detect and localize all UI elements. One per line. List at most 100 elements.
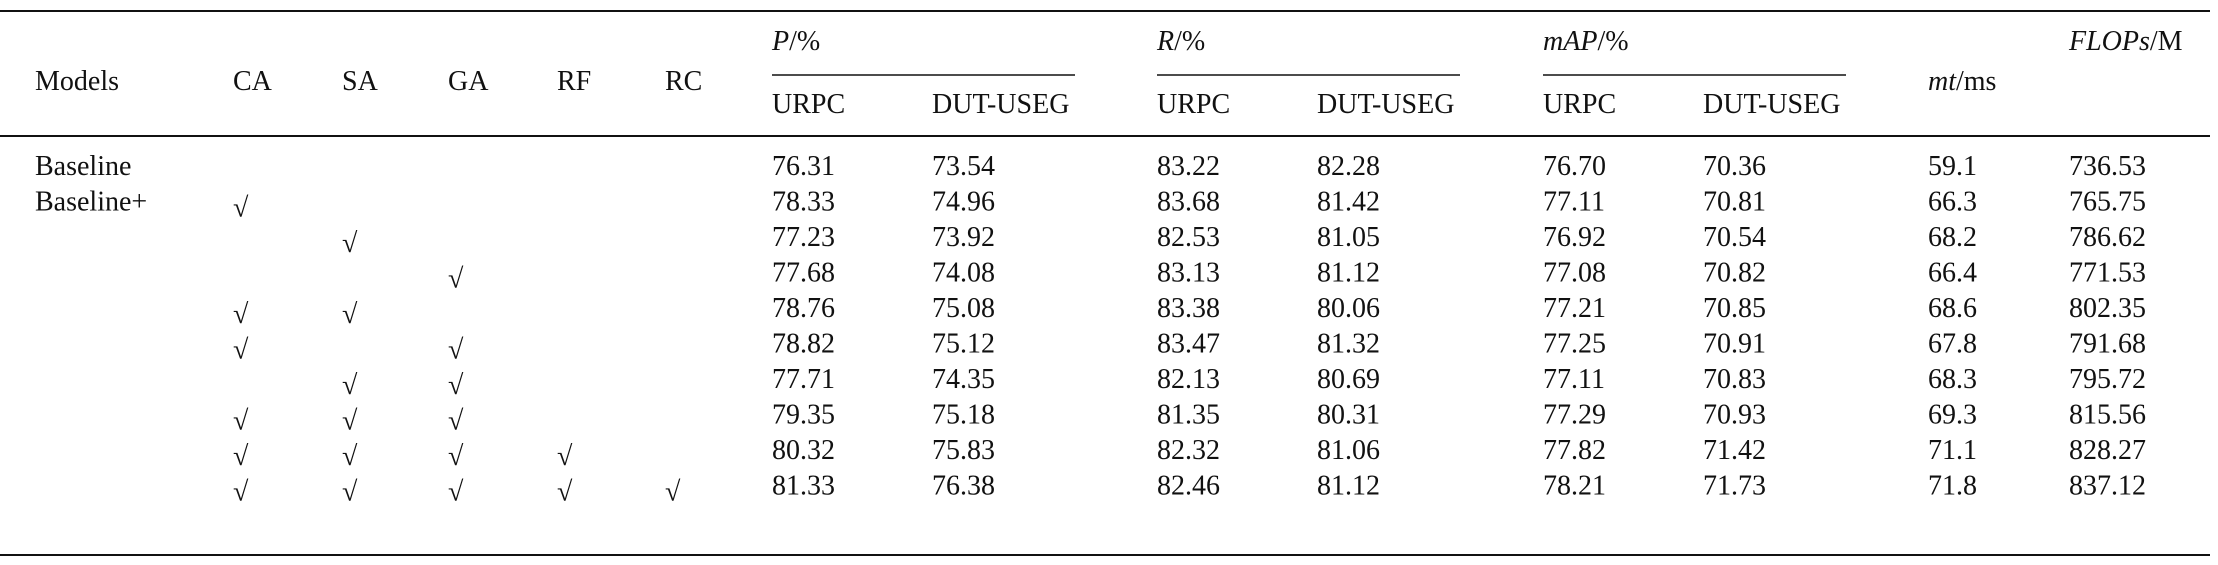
metric-cell: 68.6 [1928, 293, 1977, 324]
subcolumn-header: DUT-USEG [1317, 89, 1454, 120]
metric-cell: 82.46 [1157, 471, 1220, 502]
metric-cell: 76.70 [1543, 151, 1606, 182]
check-mark: √ [557, 477, 573, 508]
metric-cell: 76.92 [1543, 222, 1606, 253]
metric-cell: 81.42 [1317, 187, 1380, 218]
metric-cell: 82.13 [1157, 364, 1220, 395]
check-mark: √ [233, 441, 249, 472]
subcolumn-header: URPC [1543, 89, 1616, 120]
metric-cell: 66.4 [1928, 258, 1977, 289]
column-header: RC [665, 66, 702, 97]
check-mark: √ [233, 193, 249, 224]
subcolumn-header: URPC [1157, 89, 1230, 120]
check-mark: √ [342, 477, 358, 508]
check-mark: √ [448, 370, 464, 401]
check-mark: √ [233, 335, 249, 366]
check-mark: √ [557, 441, 573, 472]
metric-cell: 79.35 [772, 400, 835, 431]
metric-cell: 83.38 [1157, 293, 1220, 324]
check-mark: √ [448, 406, 464, 437]
metric-cell: 77.11 [1543, 364, 1605, 395]
metric-cell: 70.82 [1703, 258, 1766, 289]
metric-cell: 795.72 [2069, 364, 2146, 395]
check-mark: √ [665, 477, 681, 508]
metric-cell: 70.93 [1703, 400, 1766, 431]
metric-cell: 75.18 [932, 400, 995, 431]
metric-cell: 77.08 [1543, 258, 1606, 289]
metric-cell: 74.96 [932, 187, 995, 218]
metric-cell: 70.91 [1703, 329, 1766, 360]
metric-cell: 71.8 [1928, 471, 1977, 502]
metric-cell: 83.47 [1157, 329, 1220, 360]
metric-cell: 74.08 [932, 258, 995, 289]
metric-cell: 78.82 [772, 329, 835, 360]
metric-cell: 80.06 [1317, 293, 1380, 324]
metric-cell: 786.62 [2069, 222, 2146, 253]
column-header: GA [448, 66, 489, 97]
check-mark: √ [342, 228, 358, 259]
metric-cell: 81.35 [1157, 400, 1220, 431]
metric-cell: 77.11 [1543, 187, 1605, 218]
metric-cell: 78.76 [772, 293, 835, 324]
metric-cell: 815.56 [2069, 400, 2146, 431]
check-mark: √ [342, 406, 358, 437]
column-header: mt/ms [1928, 66, 1996, 97]
group-header: P/% [771, 26, 820, 57]
check-mark: √ [233, 406, 249, 437]
group-symbol: R [1156, 26, 1174, 57]
check-mark: √ [233, 477, 249, 508]
subcolumn-header: URPC [772, 89, 845, 120]
metric-cell: 77.23 [772, 222, 835, 253]
metric-cell: 78.21 [1543, 471, 1606, 502]
column-header: RF [557, 66, 591, 97]
metric-cell: 59.1 [1928, 151, 1977, 182]
metric-cell: 67.8 [1928, 329, 1977, 360]
metric-cell: 82.28 [1317, 151, 1380, 182]
model-name: Baseline [35, 151, 131, 182]
metric-cell: 66.3 [1928, 187, 1977, 218]
metric-cell: 736.53 [2069, 151, 2146, 182]
model-name: Baseline+ [35, 187, 147, 218]
metric-cell: 81.05 [1317, 222, 1380, 253]
metric-cell: 81.12 [1317, 471, 1380, 502]
metric-cell: 791.68 [2069, 329, 2146, 360]
metric-cell: 75.83 [932, 435, 995, 466]
metric-cell: 83.68 [1157, 187, 1220, 218]
group-symbol: P [771, 26, 789, 57]
check-mark: √ [342, 441, 358, 472]
metric-cell: 802.35 [2069, 293, 2146, 324]
group-unit: /% [789, 26, 820, 57]
metric-cell: 73.92 [932, 222, 995, 253]
metric-cell: 77.71 [772, 364, 835, 395]
metric-cell: 70.54 [1703, 222, 1766, 253]
metric-cell: 70.83 [1703, 364, 1766, 395]
metric-cell: 70.81 [1703, 187, 1766, 218]
metric-cell: 765.75 [2069, 187, 2146, 218]
metric-cell: 81.12 [1317, 258, 1380, 289]
header-unit: /ms [1956, 66, 1996, 97]
metric-cell: 81.33 [772, 471, 835, 502]
metric-cell: 75.12 [932, 329, 995, 360]
column-header: CA [233, 66, 273, 97]
metric-cell: 82.32 [1157, 435, 1220, 466]
metric-cell: 74.35 [932, 364, 995, 395]
metric-cell: 771.53 [2069, 258, 2146, 289]
metric-cell: 81.32 [1317, 329, 1380, 360]
check-mark: √ [448, 441, 464, 472]
group-unit: /% [1597, 26, 1628, 57]
check-mark: √ [342, 299, 358, 330]
group-symbol: mAP [1543, 26, 1597, 57]
column-header: FLOPs/M [2068, 26, 2183, 57]
metric-cell: 83.13 [1157, 258, 1220, 289]
metric-cell: 83.22 [1157, 151, 1220, 182]
metric-cell: 81.06 [1317, 435, 1380, 466]
check-mark: √ [448, 477, 464, 508]
metric-cell: 78.33 [772, 187, 835, 218]
metric-cell: 68.3 [1928, 364, 1977, 395]
metric-cell: 77.82 [1543, 435, 1606, 466]
header-symbol: mt [1928, 66, 1957, 97]
metric-cell: 76.38 [932, 471, 995, 502]
header-symbol: FLOPs [2068, 26, 2150, 57]
metric-cell: 75.08 [932, 293, 995, 324]
